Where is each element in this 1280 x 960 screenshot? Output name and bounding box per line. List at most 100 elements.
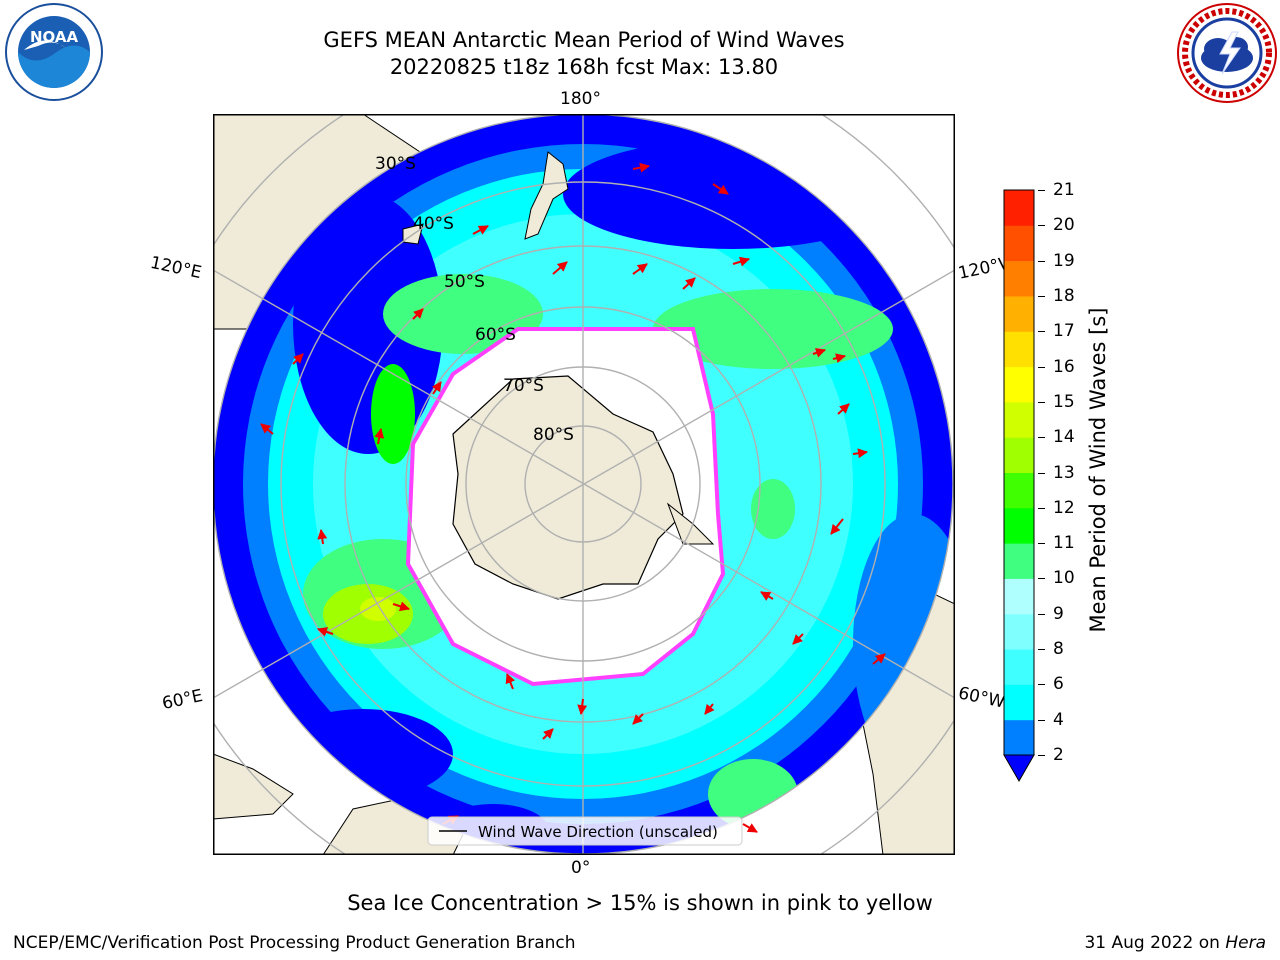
wind-vector — [830, 518, 844, 535]
wind-vector — [742, 823, 758, 833]
lat-label-50s: 50°S — [444, 272, 485, 292]
credit-text: NCEP/EMC/Verification Post Processing Pr… — [13, 933, 576, 953]
colorbar-tick-label: 9 — [1053, 603, 1064, 624]
lat-label-40s: 40°S — [413, 214, 454, 234]
colorbar-tick-label: 13 — [1053, 462, 1075, 483]
colorbar-label: Mean Period of Wind Waves [s] — [1086, 307, 1110, 633]
colorbar-tick-label: 18 — [1053, 285, 1075, 306]
colorbar-tick-mark — [1038, 684, 1045, 686]
date-text: 31 Aug 2022 on — [1084, 933, 1226, 953]
colorbar-tick-label: 6 — [1053, 674, 1064, 695]
national-weather-service-logo — [1177, 3, 1277, 103]
colorbar — [1003, 189, 1035, 783]
noaa-logo: NOAA — [5, 3, 103, 101]
colorbar-tick-label: 20 — [1053, 215, 1075, 236]
chart-subtitle: 20220825 t18z 168h fcst Max: 13.80 — [389, 55, 779, 79]
chart-title: GEFS MEAN Antarctic Mean Period of Wind … — [323, 28, 845, 52]
wind-vector — [505, 673, 515, 690]
colorbar-segment — [1004, 225, 1034, 262]
colorbar-tick-label: 11 — [1053, 533, 1075, 554]
wind-vector — [632, 263, 648, 275]
colorbar-tick-label: 2 — [1053, 745, 1064, 765]
wind-vector — [760, 591, 774, 601]
colorbar-tick-mark — [1038, 401, 1045, 403]
colorbar-tick-label: 15 — [1053, 391, 1075, 412]
wind-vector — [392, 601, 410, 612]
colorbar-segment — [1004, 613, 1034, 650]
colorbar-tick-mark — [1038, 649, 1045, 651]
colorbar-segment — [1004, 366, 1034, 403]
colorbar-tick-label: 8 — [1053, 639, 1064, 660]
colorbar-segment — [1004, 578, 1034, 615]
colorbar-tick-mark — [1038, 260, 1045, 262]
wind-vector — [632, 713, 644, 725]
date-stamp: 31 Aug 2022 on Hera — [1084, 933, 1266, 953]
lat-label-70s: 70°S — [503, 376, 544, 396]
wind-vector — [632, 162, 650, 173]
colorbar-tick-label: 12 — [1053, 497, 1075, 518]
colorbar-tick-label: 4 — [1053, 709, 1064, 730]
wind-vector — [712, 183, 729, 195]
machine-name: Hera — [1225, 933, 1266, 953]
colorbar-tick-mark — [1038, 507, 1045, 509]
colorbar-tick-mark — [1038, 295, 1045, 297]
colorbar-tick-label: 16 — [1053, 356, 1075, 377]
wind-vector — [704, 703, 715, 715]
colorbar-tick-label: 21 — [1053, 180, 1075, 200]
colorbar-segment — [1004, 507, 1034, 544]
colorbar-tick-mark — [1038, 331, 1045, 333]
wind-vector — [682, 277, 696, 290]
wind-vector — [317, 627, 334, 637]
antarctic-map: 30°S 40°S 50°S 60°S 70°S 80°S — [213, 114, 955, 855]
colorbar-segment — [1004, 401, 1034, 438]
wind-vector — [552, 261, 568, 275]
wind-vector — [412, 308, 424, 320]
lat-label-60s: 60°S — [475, 325, 516, 345]
wind-vector — [792, 633, 804, 645]
map-canvas: 30°S 40°S 50°S 60°S 70°S 80°S — [213, 114, 955, 855]
wind-vector — [431, 381, 442, 395]
colorbar-tick-mark — [1038, 366, 1045, 368]
lon-label-lower-right: 60°W — [956, 683, 1007, 713]
colorbar-tick-mark — [1038, 613, 1045, 615]
colorbar-tick-label: 10 — [1053, 568, 1075, 589]
colorbar-segment — [1004, 472, 1034, 509]
colorbar-outline — [1003, 189, 1035, 756]
colorbar-tick-mark — [1038, 437, 1045, 439]
colorbar-tick-label: 17 — [1053, 321, 1075, 342]
wind-vector — [812, 348, 826, 358]
colorbar-tick-mark — [1038, 578, 1045, 580]
colorbar-tick-mark — [1038, 472, 1045, 474]
colorbar-segment — [1004, 260, 1034, 297]
wind-vector — [542, 728, 554, 740]
wind-vector — [374, 428, 385, 445]
lon-label-upper-left: 120°E — [148, 252, 204, 284]
colorbar-segment — [1004, 437, 1034, 473]
colorbar-tick-mark — [1038, 225, 1045, 227]
lon-label-lower-left: 60°E — [160, 685, 205, 715]
lon-label-bottom: 0° — [571, 858, 591, 878]
wind-vector — [292, 353, 304, 365]
legend-label: Wind Wave Direction (unscaled) — [478, 823, 718, 841]
wind-vector — [852, 448, 868, 459]
colorbar-segment — [1004, 190, 1034, 226]
lon-label-top: 180° — [560, 89, 601, 109]
wind-vector — [837, 403, 850, 415]
colorbar-segment — [1004, 684, 1034, 721]
colorbar-tick-label: 19 — [1053, 250, 1075, 271]
wind-vector — [577, 698, 588, 715]
wind-vector — [732, 256, 750, 267]
colorbar-segment — [1004, 331, 1034, 368]
colorbar-segment — [1004, 649, 1034, 685]
colorbar-tick-mark — [1038, 719, 1045, 721]
svg-text:NOAA: NOAA — [30, 28, 79, 46]
wind-vector — [872, 653, 886, 665]
lat-label-80s: 80°S — [533, 425, 574, 445]
wind-vector — [472, 225, 489, 235]
colorbar-tick-label: 14 — [1053, 427, 1075, 448]
wind-vector — [832, 353, 846, 364]
colorbar-segment — [1004, 295, 1034, 332]
colorbar-extend-triangle — [1003, 754, 1035, 783]
colorbar-tick-mark — [1038, 543, 1045, 545]
colorbar-segment — [1004, 719, 1034, 756]
